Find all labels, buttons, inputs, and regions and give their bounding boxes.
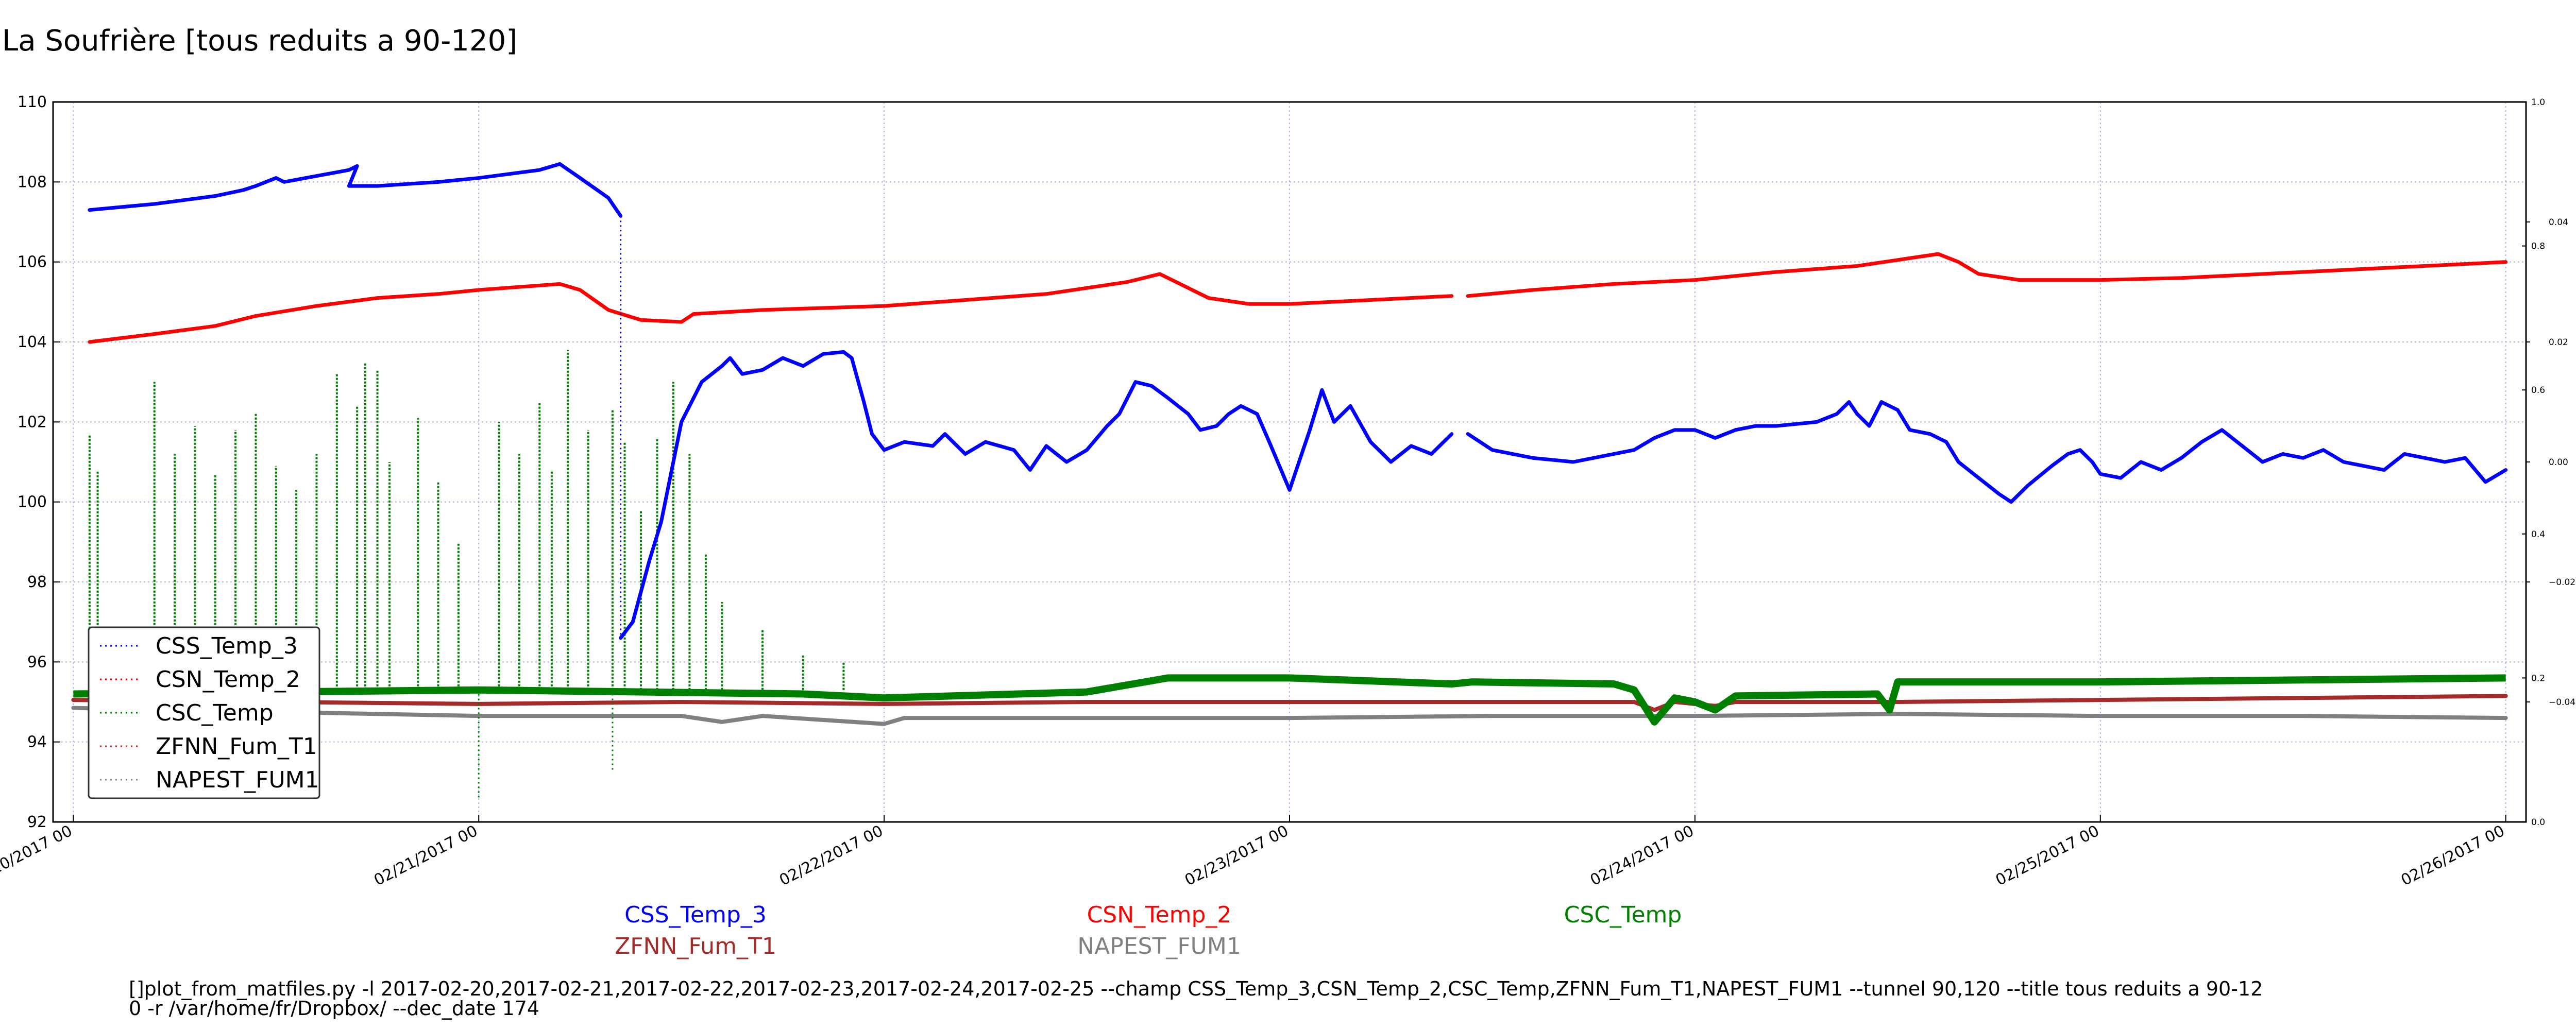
y-tick-label: 102 (18, 413, 47, 431)
x-tick-label: 02/25/2017 00 (1993, 822, 2102, 889)
series-label: CSS_Temp_3 (624, 902, 767, 928)
y-tick-label: 106 (18, 253, 47, 271)
x-tick-label: 02/26/2017 00 (2398, 822, 2507, 889)
y-tick-label: 110 (18, 93, 47, 111)
series-label: CSN_Temp_2 (1087, 902, 1232, 928)
right-axis-outer: 0.0 0.2 0.4 0.6 0.8 1.0 (2522, 97, 2545, 828)
series-line (1466, 252, 2508, 298)
series-line (88, 162, 623, 218)
series-label: CSC_Temp (1564, 902, 1682, 928)
series-line (1466, 400, 2508, 504)
series-css-temp-3 (88, 162, 2508, 640)
grid (53, 101, 2526, 822)
series-zfnn-fum-t1 (71, 694, 2508, 712)
series-csn-temp-2 (88, 252, 2508, 344)
right-axis-inner: −0.04 −0.02 0.00 0.02 0.04 (2526, 217, 2575, 708)
right-outer-tick-label: 0.4 (2531, 529, 2545, 540)
y-tick-label: 100 (18, 493, 47, 511)
series-line (71, 706, 2508, 726)
x-tick-label: 02/22/2017 00 (776, 822, 886, 889)
series-label-block: CSS_Temp_3 CSN_Temp_2 CSC_Temp ZFNN_Fum_T1 N… (615, 902, 1682, 959)
series-label: ZFNN_Fum_T1 (615, 933, 776, 959)
legend-label: CSC_Temp (156, 700, 274, 726)
right-inner-tick-label: 0.00 (2549, 457, 2568, 468)
right-outer-tick-label: 0.8 (2531, 242, 2545, 252)
y-tick-label: 92 (27, 813, 47, 831)
legend-label: CSS_Temp_3 (156, 633, 298, 659)
y-axis: 92 94 96 98 100 102 104 106 108 110 (18, 93, 60, 831)
command-line-2: 0 -r /var/home/fr/Dropbox/ --dec_date 17… (129, 997, 540, 1020)
right-inner-tick-label: −0.04 (2549, 697, 2575, 708)
x-tick-label: 02/24/2017 00 (1587, 822, 1697, 889)
x-tick-label: 02/20/2017 00 (0, 822, 75, 889)
x-tick-label: 02/21/2017 00 (371, 822, 480, 889)
y-tick-label: 96 (27, 653, 47, 671)
legend-label: CSN_Temp_2 (156, 666, 300, 693)
x-axis: 02/20/2017 00 02/21/2017 00 02/22/2017 00 0… (0, 815, 2507, 889)
y-tick-label: 108 (18, 173, 47, 191)
right-inner-tick-label: −0.02 (2549, 577, 2575, 588)
chart-title: La Soufrière [tous reduits a 90-120] (2, 24, 517, 58)
legend: CSS_Temp_3 CSN_Temp_2 CSC_Temp ZFNN_Fum_T1 N… (88, 626, 320, 799)
legend-box (88, 626, 320, 799)
y-tick-label: 94 (27, 733, 47, 751)
series-line (88, 272, 1454, 344)
right-outer-tick-label: 0.6 (2531, 385, 2545, 396)
series-label: NAPEST_FUM1 (1077, 933, 1241, 959)
legend-label: ZFNN_Fum_T1 (156, 733, 317, 760)
series-napest-fum1 (71, 706, 2508, 726)
right-inner-tick-label: 0.04 (2549, 217, 2568, 228)
series-line (619, 350, 1454, 640)
right-outer-tick-label: 0.0 (2531, 817, 2545, 828)
y-tick-label: 104 (18, 333, 47, 351)
legend-label: NAPEST_FUM1 (156, 767, 319, 793)
right-outer-tick-label: 0.2 (2531, 673, 2545, 683)
right-outer-tick-label: 1.0 (2531, 97, 2545, 108)
series-csc-temp (73, 350, 2506, 798)
y-tick-label: 98 (27, 573, 47, 591)
series-line (73, 674, 2506, 726)
right-inner-tick-label: 0.02 (2549, 337, 2568, 348)
x-tick-label: 02/23/2017 00 (1182, 822, 1291, 889)
command-line-1: []plot_from_matfiles.py -l 2017-02-20,20… (129, 977, 2263, 1000)
series-line (71, 694, 2508, 712)
